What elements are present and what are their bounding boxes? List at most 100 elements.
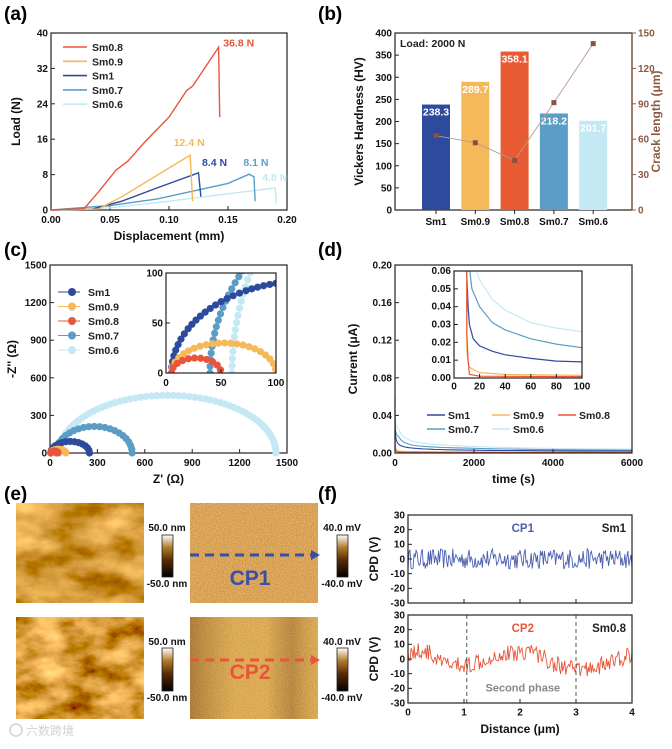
kpfm-colorbar-2-max: 40.0 mV (323, 637, 361, 648)
data-point-Sm0.6 (164, 391, 172, 399)
inset-points (167, 273, 276, 373)
inset-point-Sm0.9 (271, 365, 276, 373)
y-axis-label: Vickers Hardness (HV) (352, 57, 366, 186)
x-tick-label: 600 (136, 458, 153, 469)
inset-point-Sm0.6 (237, 297, 245, 305)
crack-length-point (433, 133, 439, 139)
x-tick-label: 100 (268, 378, 285, 389)
data-point-Sm0.6 (175, 392, 183, 400)
inset-point-Sm0.9 (245, 343, 253, 351)
chart-f-cpd-cp2: Second phase CP2 Sm0.8 0 1 2 3 4 -30 -20 -10 0 10 20 3… (367, 610, 635, 736)
topography-image-sm1 (16, 503, 144, 603)
bar-value-label: 218.2 (541, 115, 567, 127)
y-tick-label: 32 (37, 64, 49, 75)
y-tick-label: 0.05 (432, 284, 452, 295)
inset-line-Sm1 (466, 271, 582, 363)
sample-label: Sm0.8 (592, 623, 626, 635)
profile-label: CP2 (512, 623, 534, 635)
y-tick-label: 0.04 (432, 302, 452, 313)
series-line-Sm0.6 (394, 406, 633, 450)
x-tick-label: 2000 (463, 458, 486, 469)
inset-point-Sm0.8 (173, 359, 181, 368)
inset-point-Sm0.6 (244, 276, 252, 284)
inset-background (454, 271, 582, 378)
bar-Sm1 (422, 104, 450, 210)
topography-image-sm08 (16, 617, 144, 719)
y2-axis-label: Crack length (μm) (649, 70, 663, 172)
inset-point-Sm1 (272, 279, 276, 287)
inset-point-Sm0.8 (184, 355, 193, 363)
second-phase-label: Second phase (486, 682, 561, 694)
y-tick-label: 0.20 (373, 261, 393, 272)
legend-label-Sm0.9: Sm0.9 (92, 56, 123, 68)
inset-point-Sm1 (206, 304, 214, 313)
inset-point-Sm0.6 (235, 304, 244, 312)
series-line-Sm1 (394, 396, 632, 452)
inset-point-Sm1 (235, 289, 244, 297)
data-point-Sm0.8 (54, 449, 62, 457)
x-tick-label: 40 (500, 382, 512, 393)
inset-point-Sm0.7 (214, 316, 222, 324)
legend-label-Sm0.6: Sm0.6 (513, 424, 544, 436)
chart-d-current: 0 2000 4000 6000 0.00 0.04 0.08 0.12 0.16 0.20 tim… (346, 261, 644, 487)
x-tick-label: 1 (461, 708, 467, 719)
series-line-Sm0.8 (50, 44, 221, 211)
data-point-Sm0.6 (147, 392, 155, 400)
y-tick-label: 24 (37, 99, 49, 110)
kpfm-image-sm1 (190, 503, 318, 603)
x-tick-label: 80 (551, 382, 563, 393)
y-tick-label: 0.00 (432, 373, 452, 384)
legend-label-Sm0.8: Sm0.8 (92, 42, 123, 54)
x-axis-label: Distance (μm) (480, 722, 559, 736)
y-tick-label: -30 (391, 698, 406, 709)
inset-point-Sm0.6 (234, 311, 242, 319)
crack-length-point (551, 100, 557, 106)
y-tick-label: 300 (30, 411, 47, 422)
series-line-Sm1 (50, 171, 202, 211)
data-point-Sm0.6 (131, 394, 139, 402)
inset-point-Sm0.9 (233, 340, 241, 348)
data-point-Sm0.7 (85, 423, 93, 431)
x-tick-label: Sm0.6 (578, 217, 608, 228)
topo-colorbar-1-min: -50.0 nm (147, 579, 188, 590)
y-tick-label: 20 (394, 625, 406, 636)
legend-label-Sm0.8: Sm0.8 (88, 316, 119, 328)
topo-colorbar-1 (161, 534, 174, 578)
y-tick-label: -10 (391, 669, 406, 680)
inset-point-Sm0.7 (207, 349, 215, 357)
y-axis-label: -Z'' (Ω) (5, 340, 19, 378)
label-cp1: CP1 (230, 567, 271, 590)
data-point-Sm0.6 (153, 392, 161, 400)
y-tick-label: 0 (41, 449, 47, 460)
panel-label-c: (c) (4, 240, 27, 261)
legend-label-Sm0.7: Sm0.7 (88, 331, 119, 343)
data-point-Sm0.6 (272, 449, 280, 457)
panel-label-a: (a) (4, 4, 27, 25)
x-tick-label: 60 (525, 382, 537, 393)
inset-point-Sm0.6 (228, 369, 236, 373)
y-axis-label: CPD (V) (367, 637, 381, 682)
series-line-Sm0.7 (50, 173, 256, 211)
panel-label-b: (b) (318, 4, 342, 25)
legend-label-Sm0.6: Sm0.6 (88, 345, 119, 357)
legend-label-Sm0.9: Sm0.9 (88, 302, 119, 314)
peak-load-label: 8.4 N (202, 157, 227, 169)
inset-point-Sm1 (266, 280, 274, 289)
legend-label-Sm0.9: Sm0.9 (513, 410, 544, 422)
x-tick-label: 0.15 (218, 215, 238, 226)
watermark-logo: 六数跨境 (9, 723, 74, 738)
inset-point-Sm0.9 (190, 344, 198, 352)
inset-point-Sm0.9 (202, 341, 210, 349)
x-tick-label: 0 (405, 708, 411, 719)
y-tick-label: -30 (391, 598, 406, 609)
y-tick-label: 10 (394, 540, 406, 551)
y-tick-label: 0.02 (432, 337, 452, 348)
watermark-icon (9, 723, 23, 737)
inset-point-Sm0.9 (208, 340, 216, 348)
data-point-Sm0.6 (185, 392, 194, 401)
data-point-Sm0.7 (79, 423, 88, 432)
legend-label-Sm1: Sm1 (448, 410, 470, 422)
data-point-Sm0.6 (136, 393, 145, 401)
x-tick-label: 0.10 (159, 215, 179, 226)
inset-point-Sm0.9 (227, 339, 235, 347)
